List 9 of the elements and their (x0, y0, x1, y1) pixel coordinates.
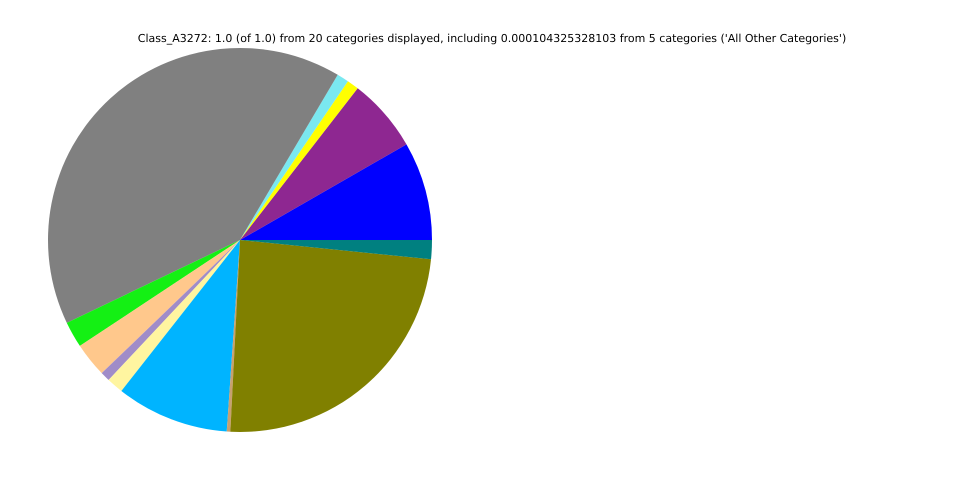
pie-slice (240, 240, 432, 260)
pie-slice (80, 240, 240, 374)
pie-slice (66, 240, 240, 346)
text: Class_A3272: 1.0 (of 1.0) from 20 categories displayed, including 0.000104325328103 from 5 categories ('All Other Categories') (138, 32, 846, 45)
pie-slice (121, 240, 240, 432)
pie-slice (48, 48, 338, 323)
pie-slice (240, 88, 406, 240)
pie-slice (230, 240, 432, 432)
pie-slice (240, 144, 432, 240)
